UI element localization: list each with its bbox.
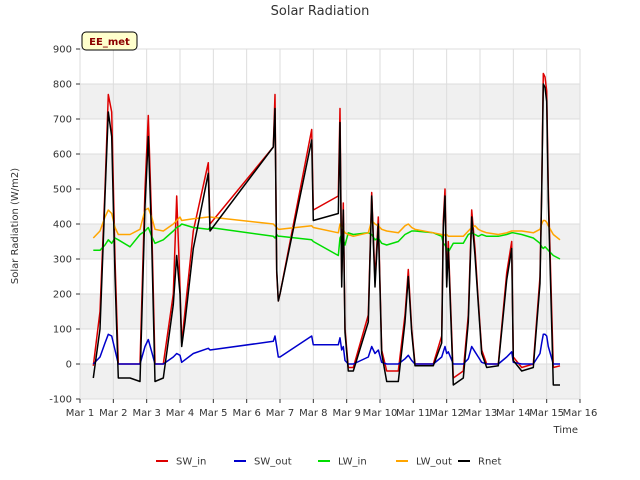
x-tick-label: Mar 9 [332,408,360,419]
y-tick-label: 100 [53,325,72,336]
y-tick-label: 200 [53,290,72,301]
x-tick-label: Mar 14 [496,408,531,419]
x-tick-label: Mar 11 [396,408,431,419]
series-lines [92,72,561,386]
series-line-sw-out [92,333,560,365]
legend: SW_in SW_out LW_in LW_out Rnet [156,457,501,468]
x-tick-label: Mar 3 [132,408,160,419]
x-tick-label: Mar 8 [299,408,327,419]
y-tick-label: 0 [66,360,72,371]
y-axis-title: Solar Radiation (W/m2) [10,168,21,284]
legend-label-lw-out: LW_out [416,457,452,468]
plot-band [80,294,580,329]
legend-label-sw-out: SW_out [254,457,292,468]
x-axis: Mar 1 Mar 2 Mar 3 Mar 4 Mar 5 Mar 6 Mar 7 Mar 8… [66,399,598,419]
plot-band [80,364,580,399]
legend-label-lw-in: LW_in [338,457,367,468]
x-tick-label: Mar 15 [529,408,564,419]
x-tick-label: Mar 5 [199,408,227,419]
x-tick-label: Mar 1 [66,408,94,419]
plot-band [80,154,580,189]
y-tick-label: -100 [49,395,72,406]
x-tick-label: Mar 2 [99,408,127,419]
y-tick-label: 900 [53,45,72,56]
plot-band [80,84,580,119]
station-badge-box [81,31,138,51]
series-line-rnet [92,83,560,386]
x-tick-label: Mar 4 [166,408,194,419]
chart-title: Solar Radiation [271,4,370,19]
x-tick-label: Mar 13 [463,408,498,419]
y-tick-label: 400 [53,220,72,231]
x-tick-label: Mar 12 [429,408,464,419]
y-tick-label: 700 [53,115,72,126]
plot-area [79,48,581,400]
x-axis-title: Time [553,425,578,436]
y-tick-label: 800 [53,80,72,91]
y-tick-label: 500 [53,185,72,196]
x-tick-label: Mar 10 [363,408,398,419]
station-badge: EE_met [81,31,138,51]
x-tick-label: Mar 7 [266,408,294,419]
plot-band [80,224,580,259]
y-axis: -100 0 100 200 300 400 500 600 700 800 900 [49,45,80,406]
station-badge-label: EE_met [89,37,130,48]
y-tick-label: 300 [53,255,72,266]
x-tick-label: Mar 6 [232,408,260,419]
legend-label-sw-in: SW_in [176,457,206,468]
x-tick-label: Mar 16 [563,408,598,419]
y-tick-label: 600 [53,150,72,161]
legend-label-rnet: Rnet [478,457,501,468]
